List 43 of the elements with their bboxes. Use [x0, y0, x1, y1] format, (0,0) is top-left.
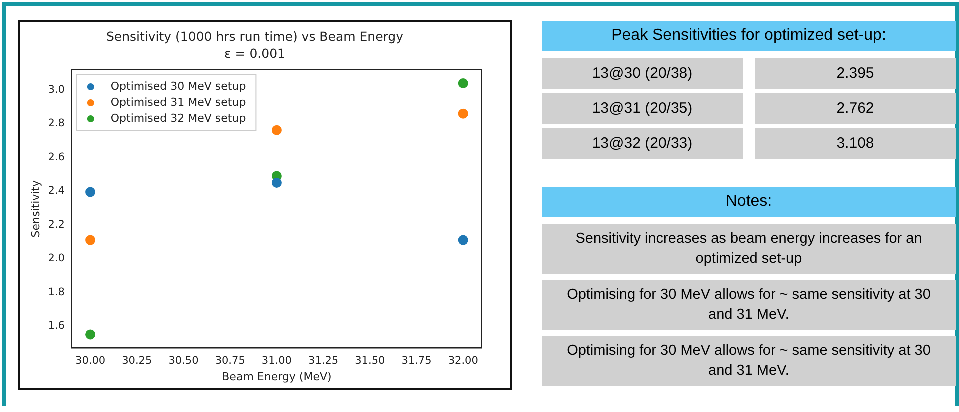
legend-label: Optimised 32 MeV setup — [110, 112, 246, 125]
text: Sensitivity increases as beam energy increases for an optimized set-up — [542, 224, 956, 274]
text: Optimising for 30 MeV allows for ~ same sensitivity at 30 and 31 MeV. — [542, 336, 956, 386]
x-tick-label: 30.50 — [168, 355, 199, 368]
chart-title: Sensitivity (1000 hrs run time) vs Beam Energy — [106, 28, 404, 44]
text: Optimising for 30 MeV allows for ~ same sensitivity at 30 and 31 MeV. — [542, 280, 956, 330]
y-axis-title: Sensitivity — [29, 180, 42, 238]
x-tick-label: 31.00 — [262, 355, 292, 368]
x-tick-label: 30.00 — [76, 355, 106, 368]
point — [86, 330, 96, 340]
point — [272, 125, 282, 136]
point — [458, 108, 468, 119]
point — [86, 235, 96, 246]
y-tick-label: 1.8 — [48, 286, 65, 298]
x-tick-label: 32.00 — [448, 355, 478, 368]
y-tick-label: 2.2 — [48, 218, 65, 231]
x-tick-label: 31.75 — [402, 355, 432, 368]
data-label: 3.108 — [755, 128, 956, 159]
category-label: 13@31 (20/35) — [542, 93, 743, 124]
legend-label: Optimised 30 MeV setup — [110, 80, 246, 93]
point — [86, 187, 96, 198]
point — [272, 178, 282, 188]
category-label: 13@30 (20/38) — [542, 58, 743, 89]
data-label: 2.395 — [755, 58, 956, 89]
chart-subtitle: ε = 0.001 — [224, 46, 286, 61]
text: Peak Sensitivities for optimized set-up: — [542, 21, 956, 51]
y-tick-label: 1.6 — [48, 320, 66, 332]
legend-label: Optimised 31 MeV setup — [110, 96, 246, 109]
y-tick-label: 2.8 — [48, 118, 65, 130]
x-tick-label: 30.75 — [215, 355, 246, 368]
y-tick-label: 2.0 — [48, 252, 65, 265]
x-tick-label: 31.25 — [308, 355, 339, 368]
x-tick-label: 31.50 — [355, 355, 386, 368]
point — [458, 235, 468, 246]
y-tick-label: 2.6 — [48, 151, 66, 164]
data-label: 2.762 — [755, 93, 956, 124]
point — [458, 78, 468, 88]
x-tick-label: 30.25 — [122, 355, 152, 368]
x-axis-title: Beam Energy (MeV) — [222, 370, 332, 384]
text: Notes: — [542, 187, 956, 217]
y-tick-label: 3.0 — [48, 84, 65, 96]
category-label: 13@32 (20/33) — [542, 128, 743, 159]
y-tick-label: 2.4 — [48, 185, 66, 198]
